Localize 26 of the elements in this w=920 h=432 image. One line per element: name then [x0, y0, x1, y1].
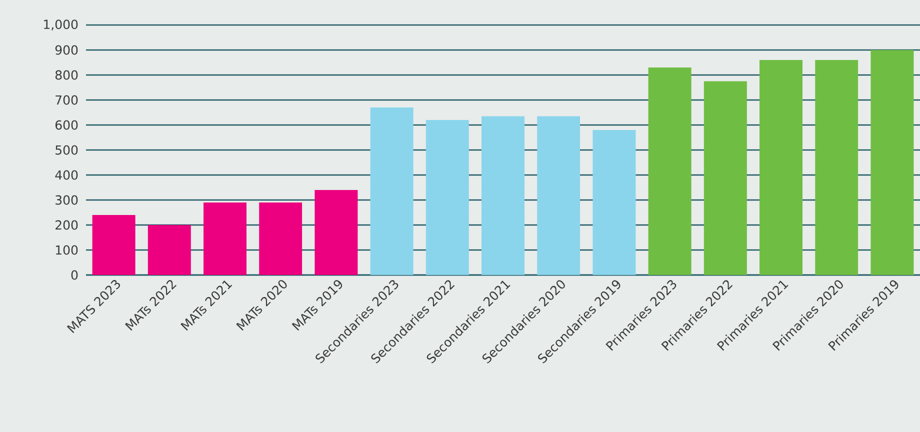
y-tick-label: 100 [56, 245, 78, 255]
bar [92, 215, 136, 275]
y-tick-label: 500 [56, 145, 78, 155]
bar [815, 60, 858, 275]
bar [259, 202, 302, 275]
y-tick-label: 400 [55, 170, 78, 180]
bar [148, 225, 191, 275]
bar [760, 60, 803, 275]
y-tick-label: 1,000 [44, 20, 78, 30]
bar [204, 202, 247, 275]
y-tick-label: 300 [56, 195, 78, 205]
y-tick-label: 200 [56, 220, 78, 230]
bar [648, 68, 692, 275]
y-tick-label: 0 [71, 270, 78, 280]
y-tick-label: 600 [55, 120, 78, 130]
bar [314, 190, 358, 275]
y-tick-label: 700 [56, 95, 78, 105]
bar [482, 116, 525, 275]
y-tick-label: 900 [55, 45, 78, 55]
bar [592, 130, 636, 275]
bar [704, 81, 747, 275]
bar [426, 120, 469, 275]
bar [537, 116, 580, 275]
bar [370, 108, 414, 275]
y-tick-label: 800 [55, 70, 78, 80]
bar [870, 50, 914, 275]
